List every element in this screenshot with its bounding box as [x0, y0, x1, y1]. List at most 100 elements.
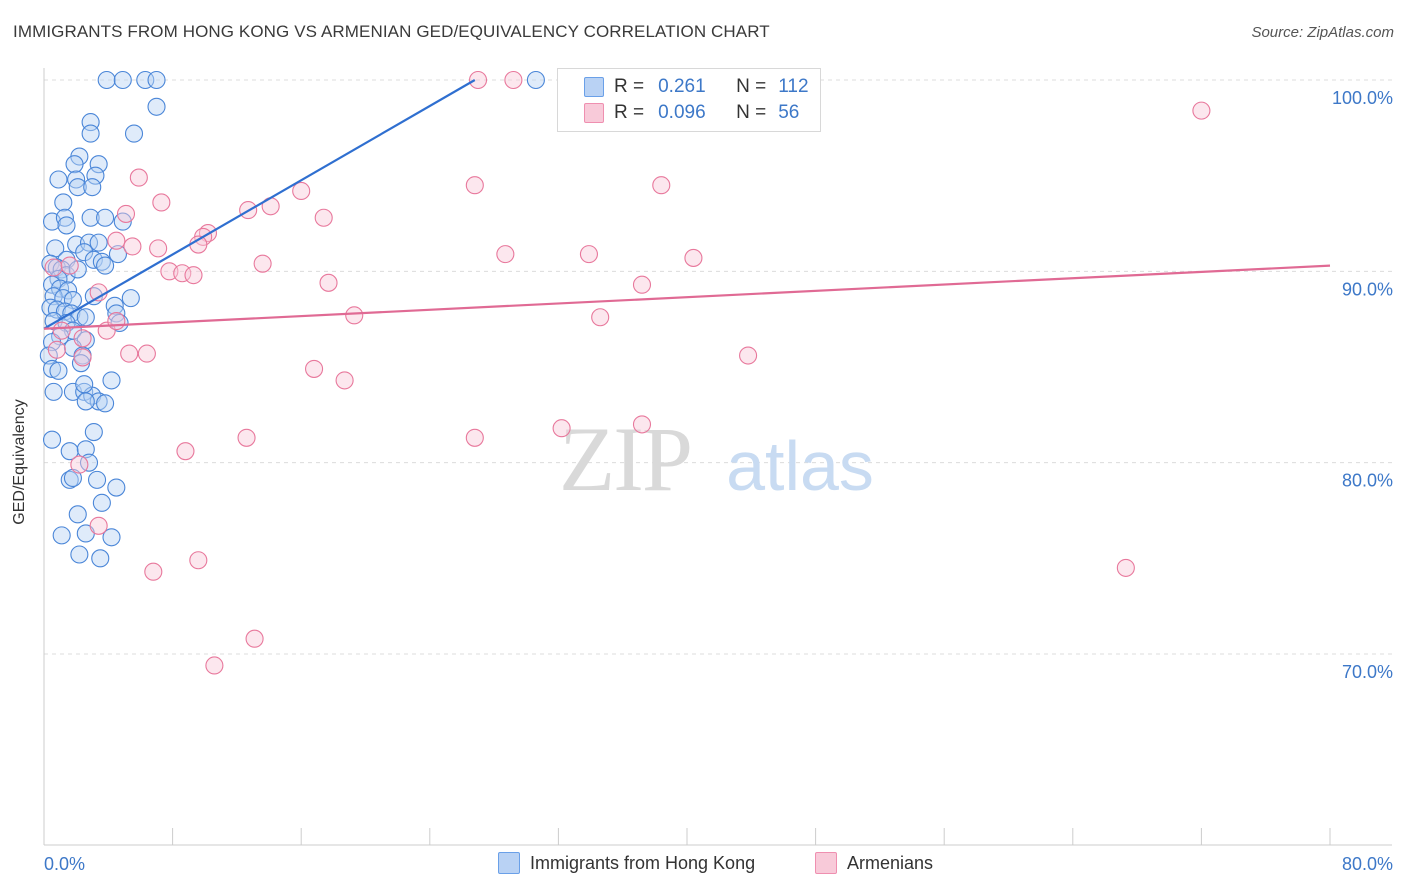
point-armenians — [496, 245, 515, 264]
legend-swatch-hong-kong — [584, 77, 604, 97]
point-armenians — [137, 344, 156, 363]
point-armenians — [345, 306, 364, 325]
point-armenians — [107, 312, 126, 331]
trend-lines — [43, 79, 1331, 330]
point-armenians — [684, 248, 703, 267]
point-hong-kong — [79, 233, 99, 252]
point-hong-kong — [92, 493, 111, 512]
point-hong-kong — [107, 304, 126, 323]
y-tick-label: 80.0% — [1342, 471, 1393, 491]
point-armenians — [245, 629, 264, 648]
point-hong-kong — [75, 375, 94, 394]
point-hong-kong — [96, 394, 115, 413]
point-hong-kong — [89, 233, 108, 252]
point-armenians — [107, 231, 126, 250]
point-hong-kong — [76, 392, 95, 411]
point-hong-kong — [96, 256, 115, 275]
point-hong-kong — [96, 208, 115, 227]
legend-r-label: R = — [614, 102, 645, 123]
point-hong-kong — [54, 193, 73, 212]
legend-n-value-armenians: 56 — [778, 102, 800, 123]
point-hong-kong — [108, 245, 127, 264]
point-armenians — [70, 455, 89, 474]
trend-line-hong-kong — [43, 79, 476, 330]
point-hong-kong — [41, 298, 60, 317]
point-armenians — [52, 321, 71, 340]
point-hong-kong — [76, 440, 95, 459]
point-hong-kong — [44, 382, 63, 401]
y-axis-label: GED/Equivalency — [11, 399, 28, 525]
point-armenians — [632, 415, 652, 434]
x-tick-label: 80.0% — [1342, 854, 1393, 874]
point-armenians — [205, 656, 224, 675]
point-armenians — [47, 340, 66, 359]
watermark-atlas: atlas — [726, 427, 874, 505]
x-tick-label: 0.0% — [44, 854, 85, 874]
point-armenians — [579, 245, 598, 264]
point-hong-kong — [97, 70, 116, 90]
point-armenians — [504, 70, 523, 90]
y-tick-label: 100.0% — [1332, 88, 1393, 108]
bottom-legend-label-hong-kong: Immigrants from Hong Kong — [530, 852, 756, 873]
point-armenians — [1192, 101, 1211, 120]
point-hong-kong — [42, 430, 62, 449]
point-armenians — [632, 275, 652, 294]
point-hong-kong — [105, 296, 124, 315]
point-hong-kong — [89, 392, 108, 411]
point-hong-kong — [68, 178, 87, 197]
point-hong-kong — [75, 243, 94, 262]
tick-labels: 100.0% 90.0% 80.0% 70.0% 0.0% 80.0% — [44, 88, 1393, 874]
legend-row-armenians: R = 0.096 N = 56 — [584, 101, 799, 125]
point-hong-kong — [52, 526, 71, 545]
point-armenians — [149, 239, 168, 258]
legend-r-value-hong-kong: 0.261 — [658, 76, 706, 97]
point-armenians — [552, 419, 571, 438]
point-armenians — [468, 70, 488, 90]
point-armenians — [319, 273, 338, 292]
point-hong-kong — [87, 470, 107, 489]
point-armenians — [152, 193, 171, 212]
point-hong-kong — [107, 478, 126, 497]
correlation-legend: R = 0.261 N = 112 R = 0.096 N = 56 — [557, 68, 821, 132]
point-armenians — [73, 329, 92, 348]
point-armenians — [292, 181, 311, 201]
point-hong-kong — [81, 124, 100, 143]
axes — [43, 68, 1392, 846]
point-hong-kong — [81, 208, 100, 227]
chart-title: IMMIGRANTS FROM HONG KONG VS ARMENIAN GE… — [13, 22, 770, 41]
point-hong-kong — [91, 549, 110, 568]
point-hong-kong — [86, 166, 105, 185]
bottom-legend-swatch-hong-kong — [498, 852, 520, 874]
watermark-zip: ZIP — [559, 408, 691, 510]
point-armenians — [591, 308, 610, 327]
point-armenians — [253, 254, 272, 273]
bottom-legend-hong-kong: Immigrants from Hong Kong — [498, 852, 755, 874]
point-hong-kong — [49, 361, 68, 380]
point-hong-kong — [65, 155, 84, 174]
point-hong-kong — [60, 470, 79, 489]
point-armenians — [335, 371, 354, 390]
point-hong-kong — [102, 371, 121, 390]
legend-n-label: N = — [736, 76, 767, 97]
point-armenians — [314, 208, 333, 227]
legend-n-value-hong-kong: 112 — [778, 76, 809, 97]
legend-r-label: R = — [614, 76, 645, 97]
point-armenians — [652, 176, 671, 195]
point-hong-kong — [84, 423, 103, 442]
legend-n-label: N = — [736, 102, 767, 123]
point-hong-kong — [70, 545, 89, 564]
point-armenians — [189, 551, 208, 570]
point-hong-kong — [124, 124, 144, 143]
point-armenians — [144, 562, 163, 581]
point-armenians — [73, 348, 92, 367]
point-hong-kong — [49, 170, 68, 189]
point-hong-kong — [60, 442, 79, 461]
point-armenians — [123, 237, 142, 256]
point-hong-kong — [89, 155, 108, 174]
grid-lines — [44, 79, 1392, 655]
point-hong-kong — [76, 308, 95, 327]
point-hong-kong — [113, 70, 132, 90]
point-armenians — [465, 176, 484, 195]
point-hong-kong — [68, 505, 87, 524]
